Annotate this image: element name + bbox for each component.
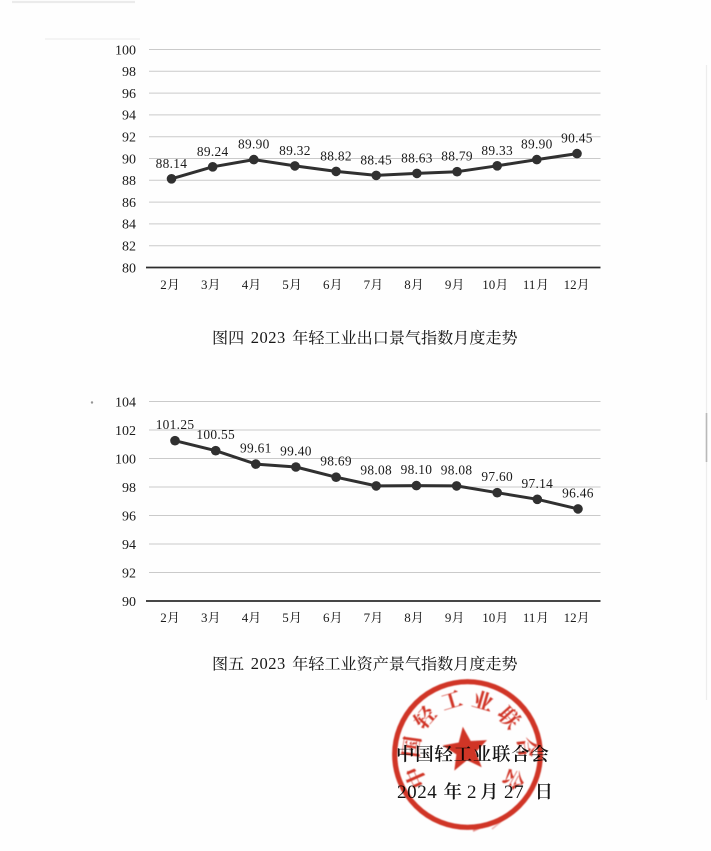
svg-text:96: 96 [122, 509, 136, 524]
svg-text:104: 104 [115, 395, 136, 410]
svg-text:90.45: 90.45 [561, 131, 593, 146]
svg-text:6: 6 [323, 277, 330, 292]
svg-text:12: 12 [564, 277, 577, 292]
svg-text:2: 2 [160, 610, 167, 625]
svg-text:98.08: 98.08 [360, 462, 392, 477]
svg-text:4: 4 [242, 277, 249, 292]
svg-text:102: 102 [115, 424, 136, 439]
svg-text:92: 92 [122, 566, 136, 581]
svg-text:3: 3 [201, 610, 208, 625]
svg-text:101.25: 101.25 [156, 417, 195, 432]
svg-text:96.46: 96.46 [562, 485, 594, 500]
svg-text:11: 11 [523, 277, 536, 292]
svg-text:97.14: 97.14 [521, 476, 553, 491]
svg-text:89.24: 89.24 [197, 144, 229, 159]
svg-text:99.61: 99.61 [240, 441, 272, 456]
svg-text:89.90: 89.90 [238, 137, 270, 152]
svg-text:8: 8 [404, 610, 411, 625]
svg-text:5: 5 [282, 610, 289, 625]
svg-text:89.33: 89.33 [481, 143, 513, 158]
svg-text:98.69: 98.69 [320, 454, 352, 469]
svg-text:96: 96 [122, 87, 136, 102]
svg-text:3: 3 [201, 277, 208, 292]
svg-text:11: 11 [523, 610, 536, 625]
svg-text:7: 7 [364, 610, 371, 625]
svg-text:5: 5 [282, 277, 289, 292]
svg-text:2023: 2023 [251, 654, 286, 673]
svg-text:10: 10 [482, 610, 495, 625]
svg-text:98: 98 [122, 65, 136, 80]
svg-text:86: 86 [122, 196, 136, 211]
svg-text:89.32: 89.32 [279, 143, 311, 158]
svg-text:88.45: 88.45 [360, 152, 392, 167]
svg-text:98.10: 98.10 [401, 462, 433, 477]
svg-text:9: 9 [445, 610, 452, 625]
svg-text:4: 4 [242, 610, 249, 625]
svg-text:88.79: 88.79 [441, 149, 473, 164]
svg-text:99.40: 99.40 [280, 444, 312, 459]
svg-text:100: 100 [115, 452, 136, 467]
svg-text:89.90: 89.90 [521, 137, 553, 152]
svg-text:98: 98 [122, 481, 136, 496]
svg-text:88.63: 88.63 [401, 150, 433, 165]
svg-text:2023: 2023 [251, 328, 286, 347]
svg-text:88.14: 88.14 [156, 156, 188, 171]
svg-text:9: 9 [445, 277, 452, 292]
svg-text:100.55: 100.55 [196, 427, 235, 442]
svg-text:8: 8 [404, 277, 411, 292]
svg-text:90: 90 [122, 595, 136, 610]
svg-text:92: 92 [122, 131, 136, 146]
svg-text:10: 10 [482, 277, 495, 292]
svg-text:90: 90 [122, 152, 136, 167]
svg-text:6: 6 [323, 610, 330, 625]
svg-text:100: 100 [115, 43, 136, 58]
svg-text:94: 94 [122, 109, 136, 124]
svg-text:88: 88 [122, 174, 136, 189]
svg-text:94: 94 [122, 538, 136, 553]
svg-text:2: 2 [467, 782, 477, 803]
svg-text:7: 7 [364, 277, 371, 292]
svg-text:12: 12 [564, 610, 577, 625]
svg-text:97.60: 97.60 [481, 469, 513, 484]
svg-text:2: 2 [160, 277, 167, 292]
svg-text:27: 27 [504, 782, 524, 803]
svg-text:98.08: 98.08 [441, 462, 473, 477]
svg-text:80: 80 [122, 261, 136, 276]
svg-text:88.82: 88.82 [320, 148, 352, 163]
svg-text:84: 84 [122, 218, 136, 233]
svg-text:82: 82 [122, 240, 136, 255]
